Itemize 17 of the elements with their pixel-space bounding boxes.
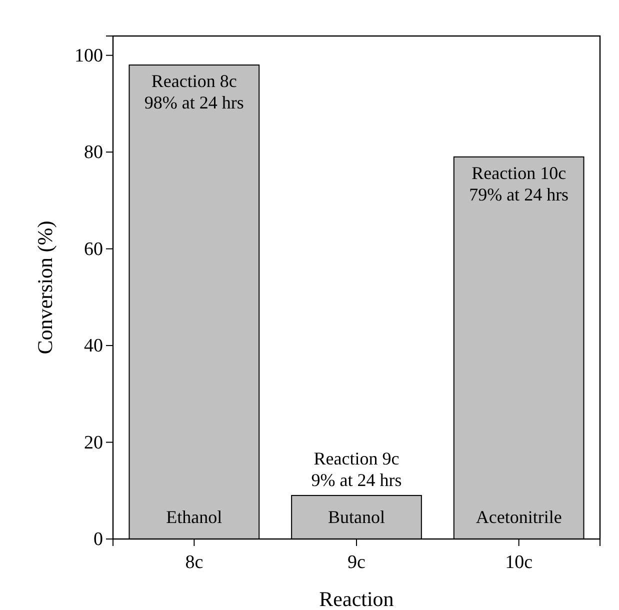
x-tick-label: 8c (185, 552, 204, 573)
annotation: Butanol (328, 507, 385, 527)
annotation: Ethanol (166, 507, 222, 527)
data-label: Reaction 8c 98% at 24 hrs (144, 71, 244, 113)
y-tick-label: 20 (84, 432, 103, 454)
y-axis-title: Conversion (%) (33, 220, 57, 354)
data-label: Reaction 10c 79% at 24 hrs (469, 162, 569, 205)
x-axis-title: Reaction (319, 587, 394, 610)
y-tick-label: 0 (94, 529, 103, 550)
annotation: Acetonitrile (476, 507, 562, 527)
y-tick-label: 60 (84, 238, 103, 260)
data-label: Reaction 9c 9% at 24 hrs (311, 448, 402, 490)
x-tick-label: 10c (505, 552, 533, 573)
y-tick-label: 100 (74, 45, 103, 66)
y-tick-label: 80 (84, 142, 103, 164)
y-tick-label: 40 (84, 336, 103, 357)
x-tick-label: 9c (348, 552, 366, 573)
